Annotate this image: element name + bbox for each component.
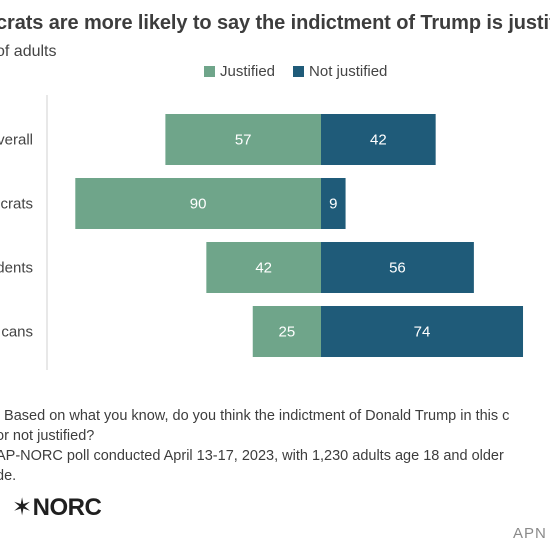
norc-logo: ✶ NORC bbox=[12, 493, 102, 522]
legend-swatch-not-justified bbox=[293, 66, 305, 77]
bar-justified bbox=[75, 178, 321, 229]
norc-logo-text: NORC bbox=[32, 493, 102, 521]
chart-title: crats are more likely to say the indictm… bbox=[0, 12, 550, 34]
legend-item-justified: Justified bbox=[204, 63, 275, 80]
legend: Justified Not justified bbox=[204, 63, 405, 80]
chart-notes: : Based on what you know, do you think t… bbox=[0, 406, 550, 486]
legend-label-justified: Justified bbox=[220, 63, 276, 80]
bar-justified bbox=[252, 306, 321, 357]
note-source-line-2: de. bbox=[0, 468, 17, 484]
chart-plot: verall 57 42 crats 90 9 dents 42 56 cans 25 74 bbox=[0, 95, 524, 370]
note-source-line-1: AP-NORC poll conducted April 13-17, 2023… bbox=[0, 448, 504, 464]
category-label: dents bbox=[0, 260, 33, 277]
data-label-not-justified: 56 bbox=[389, 260, 406, 277]
data-label-not-justified: 9 bbox=[329, 196, 337, 213]
bar-justified bbox=[165, 114, 321, 165]
note-question-line-2: or not justified? bbox=[0, 428, 95, 444]
category-label: crats bbox=[0, 196, 33, 213]
legend-item-not-justified: Not justified bbox=[293, 63, 387, 80]
note-question-line-1: : Based on what you know, do you think t… bbox=[0, 408, 510, 424]
bar-justified bbox=[206, 242, 321, 293]
bar-not-justified bbox=[321, 114, 436, 165]
data-label-justified: 90 bbox=[190, 196, 207, 213]
category-label: verall bbox=[0, 132, 33, 149]
norc-star-icon: ✶ bbox=[12, 494, 32, 521]
category-label: cans bbox=[1, 324, 33, 341]
data-label-not-justified: 42 bbox=[370, 132, 387, 149]
bar-not-justified bbox=[321, 306, 524, 357]
apn-watermark: APN bbox=[513, 525, 547, 542]
legend-label-not-justified: Not justified bbox=[309, 63, 388, 80]
bar-not-justified bbox=[321, 178, 346, 229]
legend-swatch-justified bbox=[204, 66, 215, 77]
data-label-not-justified: 74 bbox=[414, 324, 431, 341]
bar-not-justified bbox=[321, 242, 474, 293]
chart-subtitle: of adults bbox=[0, 43, 57, 60]
data-label-justified: 25 bbox=[279, 324, 296, 341]
data-label-justified: 57 bbox=[235, 132, 252, 149]
data-label-justified: 42 bbox=[255, 260, 272, 277]
